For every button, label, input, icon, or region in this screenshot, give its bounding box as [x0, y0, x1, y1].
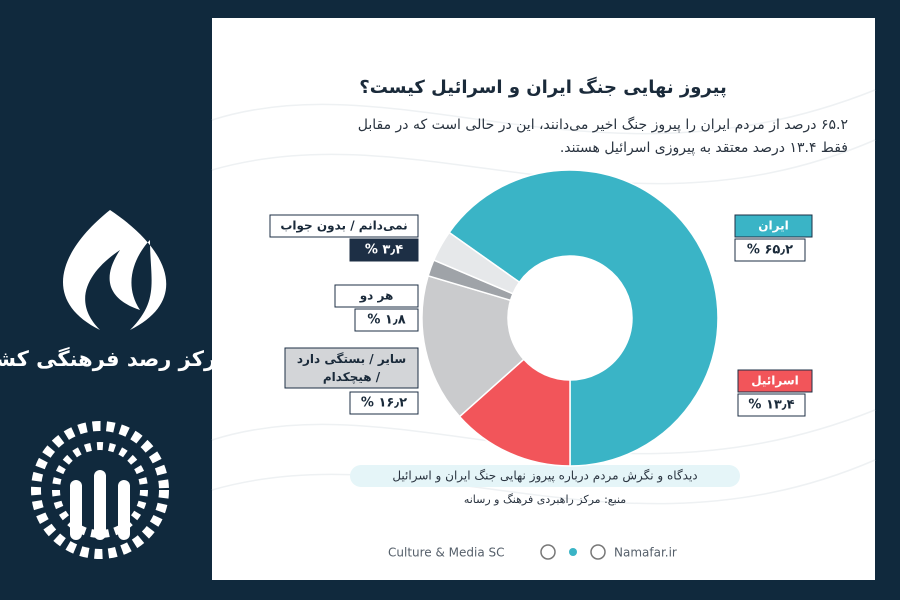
value-box — [349, 238, 419, 262]
footer-icons — [540, 544, 606, 560]
label-box — [284, 347, 419, 389]
logo-flame — [62, 210, 167, 330]
subtitle-line: ۶۵.۲ درصد از مردم ایران را پیروز جنگ اخی… — [358, 116, 848, 133]
label-box — [737, 369, 813, 393]
caption: دیدگاه و نگرش مردم درباره پیروز نهایی جن… — [392, 469, 697, 484]
value-box — [737, 393, 806, 417]
subtitle-line: فقط ۱۳.۴ درصد معتقد به پیروزی اسرائیل هس… — [560, 140, 848, 156]
category-label: هر دو — [359, 289, 394, 304]
footer-right: Namafar.ir — [614, 546, 677, 560]
category-label: ایران — [758, 219, 788, 233]
value-label: ۶۵٫۲ % — [747, 243, 793, 258]
category-label: اسرائیل — [751, 374, 799, 388]
value-label: ۳٫۴ % — [365, 243, 403, 258]
label-box — [334, 284, 419, 308]
category-label: سایر / بستگی دارد / هیچکدام — [297, 352, 406, 385]
value-label: ۱٫۸ % — [367, 313, 405, 328]
donut-slice — [448, 169, 719, 467]
value-label: ۱۳٫۴ % — [748, 398, 794, 413]
label-box — [269, 214, 419, 238]
caption-pill — [350, 465, 740, 487]
footer-left: Culture & Media SC — [388, 546, 505, 560]
category-label: نمی‌دانم / بدون جواب — [280, 219, 407, 234]
value-box — [734, 238, 806, 262]
category-label-line: / هیچکدام — [323, 370, 381, 385]
category-label-line: سایر / بستگی دارد — [297, 352, 406, 366]
donut-slice — [421, 274, 525, 418]
logo-text: مرکز رصد فرهنگی کشور — [0, 346, 230, 371]
chart-title: پیروز نهایی جنگ ایران و اسرائیل کیست؟ — [359, 76, 726, 98]
source: منبع: مرکز راهبردی فرهنگ و رسانه — [464, 493, 626, 506]
label-box — [734, 214, 813, 238]
value-box — [349, 391, 419, 415]
value-box — [354, 308, 419, 332]
donut-slice — [432, 231, 521, 295]
logo-dots — [31, 421, 169, 559]
donut-slice — [458, 358, 571, 467]
value-label: ۱۶٫۲ % — [361, 396, 407, 411]
